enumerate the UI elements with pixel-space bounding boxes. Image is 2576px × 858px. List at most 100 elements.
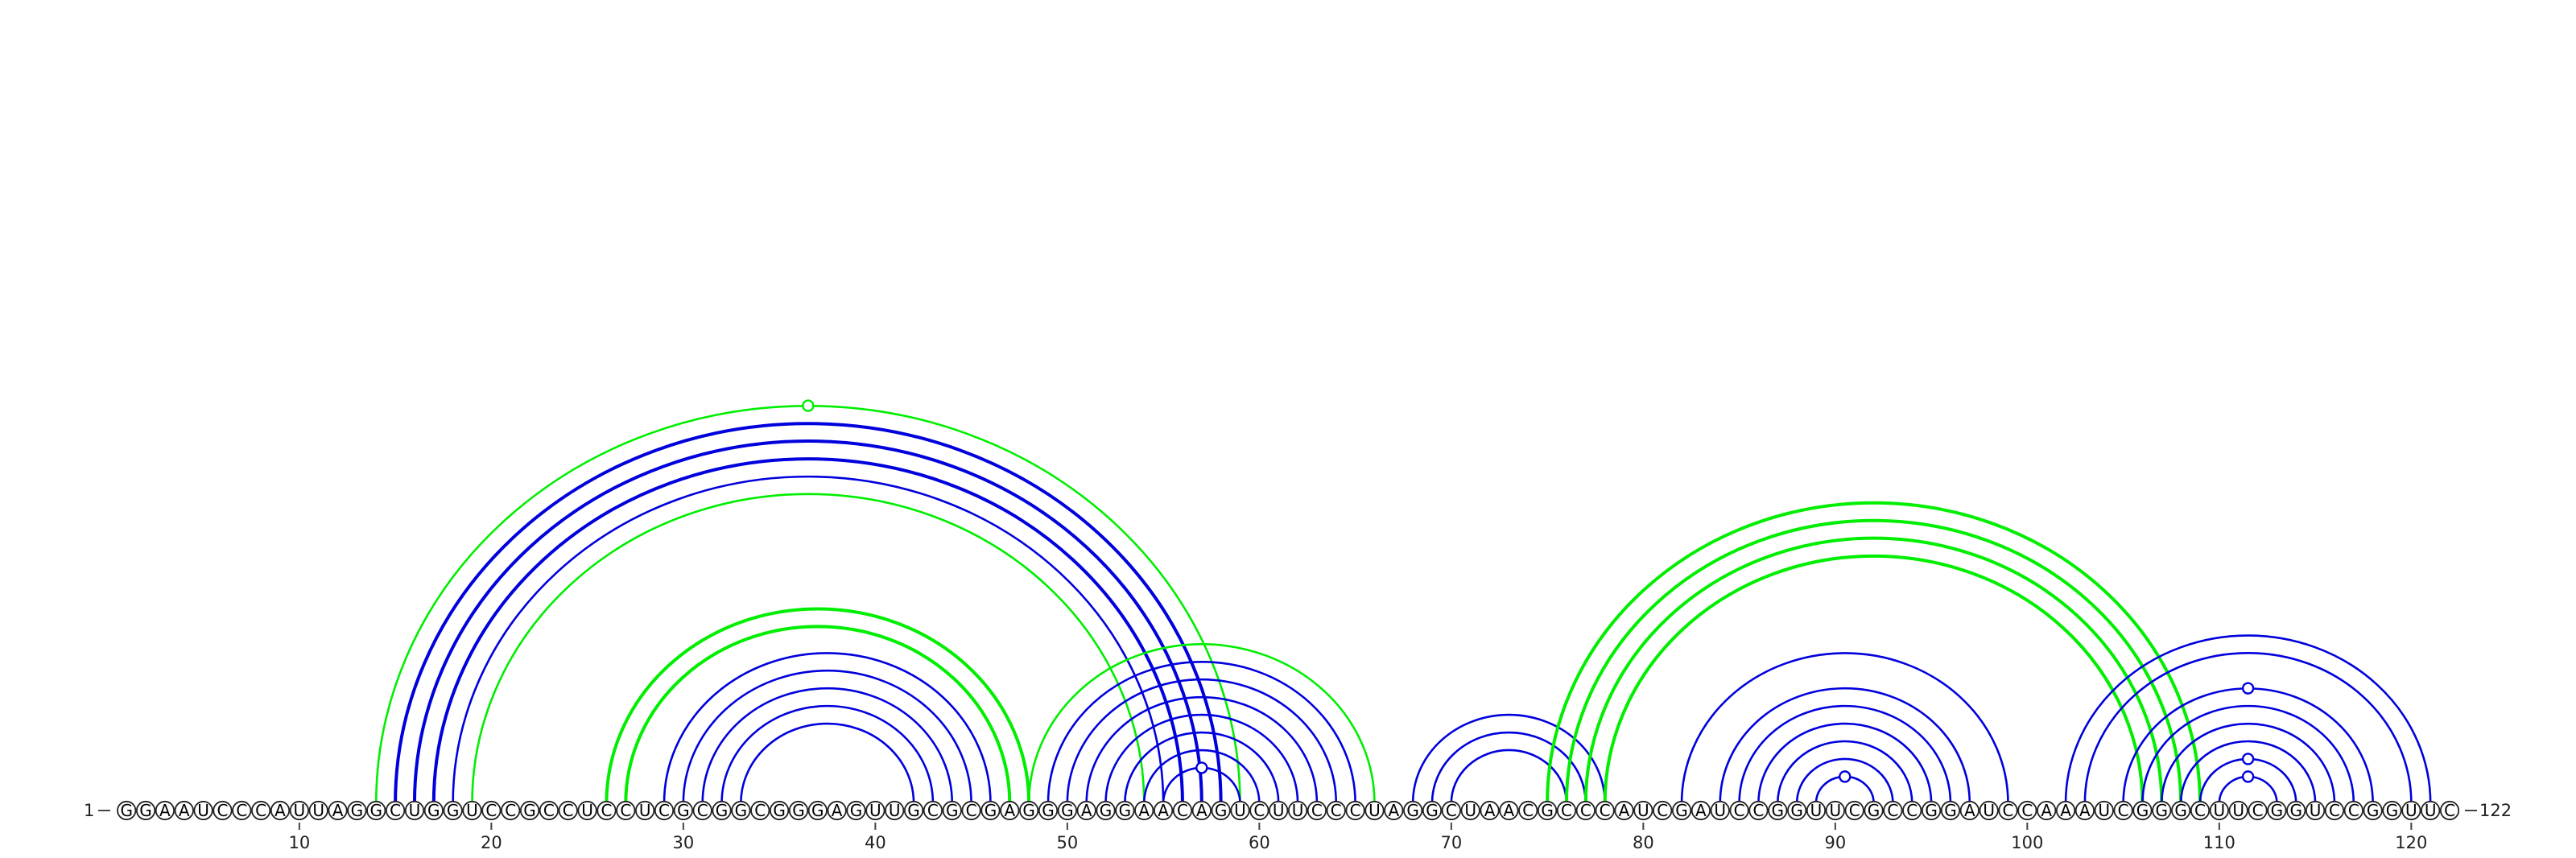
nucleotide-circle xyxy=(1806,800,1827,821)
nucleotide: U xyxy=(1979,800,1999,821)
nucleotide-circle xyxy=(404,800,425,821)
nucleotide-circle xyxy=(654,800,675,821)
nucleotide-letter: C xyxy=(1311,801,1323,820)
nucleotide-letter: U xyxy=(409,801,421,820)
nucleotide: A xyxy=(2074,800,2095,821)
arc-blue-30-45 xyxy=(682,670,972,803)
nucleotide: G xyxy=(1211,800,1231,821)
nucleotide: G xyxy=(135,800,156,821)
arc-blue-33-42 xyxy=(740,722,915,803)
nucleotide: U xyxy=(1230,800,1250,821)
axis-layer: 1 122 xyxy=(84,801,2512,820)
nucleotide-circle xyxy=(1787,800,1807,821)
nucleotide-letter: G xyxy=(139,801,152,820)
arc-marker-109-114 xyxy=(2241,753,2255,765)
arc-green-75-109 xyxy=(1546,501,2202,803)
nucleotide-letter: C xyxy=(2194,801,2206,820)
nucleotide: U xyxy=(865,800,886,821)
nucleotide-circle xyxy=(1076,800,1096,821)
nucleotide-circle xyxy=(251,800,271,821)
nucleotide: G xyxy=(519,800,540,821)
nucleotide-circle xyxy=(1307,800,1327,821)
nucleotide-circle xyxy=(2267,800,2287,821)
nucleotide-letter: G xyxy=(370,801,383,820)
nucleotide-letter: C xyxy=(1446,801,1457,820)
nucleotide-circle xyxy=(2228,800,2248,821)
arc-green-78-106 xyxy=(1603,554,2145,803)
nucleotide-circle xyxy=(827,800,847,821)
nucleotide: U xyxy=(885,800,905,821)
arc-marker-89-92 xyxy=(1839,770,1852,783)
nucleotide-letter: C xyxy=(2021,801,2033,820)
nucleotide-circle xyxy=(577,800,597,821)
nucleotide: C xyxy=(1883,800,1903,821)
nucleotide-letter: U xyxy=(889,801,901,820)
arc-blue-52-62 xyxy=(1104,713,1299,803)
nucleotide-letter: U xyxy=(197,801,209,820)
arc-green-19-54 xyxy=(471,493,1146,803)
nucleotide-circle xyxy=(903,800,924,821)
nucleotide-letter: G xyxy=(447,801,460,820)
nucleotide: C xyxy=(1441,800,1461,821)
nucleotide-circle xyxy=(2248,800,2268,821)
arc-blue-86-95 xyxy=(1757,722,1933,803)
nucleotide-circle xyxy=(712,800,732,821)
nucleotide: C xyxy=(1595,800,1615,821)
nucleotide-circle xyxy=(2074,800,2095,821)
nucleotide-circle xyxy=(2132,800,2153,821)
nucleotide-letter: C xyxy=(505,801,516,820)
nucleotide-letter: C xyxy=(1561,801,1572,820)
nucleotide-letter: U xyxy=(1234,801,1246,820)
nucleotide-circle xyxy=(2306,800,2326,821)
nucleotide: C xyxy=(1653,800,1673,821)
nucleotide-letter: U xyxy=(294,801,306,820)
nucleotide-letter: C xyxy=(2118,801,2129,820)
arc-blue-32-43 xyxy=(720,704,935,803)
nucleotide-letter: G xyxy=(1790,801,1803,820)
nucleotide-circle xyxy=(2439,800,2460,821)
nucleotide-letter: C xyxy=(1734,801,1745,820)
tick-label: 20 xyxy=(481,833,502,852)
nucleotide-circle xyxy=(2037,800,2057,821)
nucleotide: C xyxy=(1998,800,2018,821)
nucleotide-circle xyxy=(501,800,521,821)
nucleotide-letter: U xyxy=(1830,801,1842,820)
nucleotide: A xyxy=(1614,800,1634,821)
nucleotide-letter: C xyxy=(2444,801,2455,820)
nucleotide: A xyxy=(1191,800,1212,821)
nucleotide-circle xyxy=(1633,800,1653,821)
nucleotide: U xyxy=(2094,800,2114,821)
nucleotide: U xyxy=(2228,800,2248,821)
arc-blue-87-94 xyxy=(1777,740,1913,803)
nucleotide: C xyxy=(654,800,675,821)
nucleotide: C xyxy=(558,800,578,821)
nucleotide-circle xyxy=(673,800,693,821)
tick-label: 60 xyxy=(1249,833,1270,852)
nucleotide-circle xyxy=(462,800,482,821)
arc-blue-51-63 xyxy=(1085,695,1319,803)
nucleotide: G xyxy=(423,800,444,821)
nucleotide-circle xyxy=(1768,800,1788,821)
arc-blue-107-116 xyxy=(2161,722,2336,803)
nucleotide-letter: G xyxy=(2174,801,2187,820)
nucleotide-letter: U xyxy=(1273,801,1285,820)
nucleotide-circle xyxy=(1883,800,1903,821)
arc-blue-29-46 xyxy=(663,651,992,803)
nucleotide: C xyxy=(923,800,943,821)
nucleotide: A xyxy=(1959,800,1979,821)
nucleotide: C xyxy=(1326,800,1346,821)
nucleotide: C xyxy=(1844,800,1864,821)
nucleotide-circle xyxy=(1269,800,1289,821)
nucleotide-letter: U xyxy=(2098,801,2110,820)
nucleotide: A xyxy=(155,800,175,821)
nucleotide-letter: C xyxy=(1752,801,1764,820)
nucleotide-letter: G xyxy=(677,801,690,820)
nucleotide-letter: C xyxy=(2329,801,2340,820)
nucleotide: G xyxy=(1538,800,1558,821)
arc-layer xyxy=(374,399,2432,803)
nucleotide-circle xyxy=(1460,800,1480,821)
arc-blue-18-55 xyxy=(452,475,1165,803)
nucleotide-circle xyxy=(1959,800,1979,821)
nucleotide-letter: G xyxy=(1426,801,1439,820)
